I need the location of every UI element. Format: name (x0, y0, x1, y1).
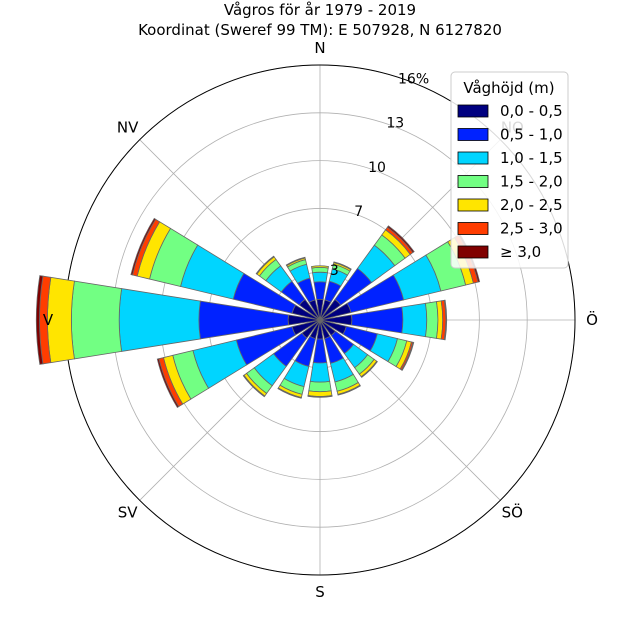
rose-bar-segment (156, 358, 180, 408)
rose-bar-segment (400, 341, 415, 371)
rose-bar-segment (255, 255, 275, 275)
legend-label: ≥ 3,0 (500, 243, 541, 261)
direction-label: S (315, 583, 325, 601)
rose-bar-segment (311, 267, 329, 274)
legend: Våghöjd (m) 0,0 - 0,5 0,5 - 1,0 1,0 - 1,5 1… (450, 71, 569, 269)
radial-tick-label: 3 (330, 263, 339, 279)
radial-tick-label: 7 (354, 204, 363, 220)
rose-bar-segment (130, 217, 157, 276)
legend-swatch (457, 104, 489, 118)
direction-label: N (314, 39, 325, 57)
radial-tick-labels: 3 7 10 13 16% (330, 71, 429, 278)
legend-label: 1,0 - 1,5 (500, 149, 563, 167)
rose-bar-segment (35, 275, 44, 365)
rose-bar-segment (425, 301, 439, 339)
radial-tick-label: 16% (398, 71, 429, 87)
rose-bar-segment (401, 302, 428, 338)
legend-swatch (457, 175, 489, 188)
radial-tick-label: 10 (368, 160, 386, 176)
legend-swatch (457, 198, 489, 212)
rose-bar-segment (307, 395, 333, 398)
rose-bar-segment (118, 288, 201, 352)
direction-label: NV (117, 119, 139, 137)
legend-label: 2,5 - 3,0 (500, 220, 563, 238)
rose-bar-segment (70, 280, 123, 360)
legend-swatch (457, 222, 489, 235)
rose-bar-segment (308, 380, 332, 393)
legend-swatch (457, 151, 489, 165)
legend-label: 0,0 - 0,5 (500, 102, 563, 120)
rose-bars (35, 217, 481, 408)
chart-title: Vågros för år 1979 - 2019 (224, 1, 416, 19)
legend-label: 0,5 - 1,0 (500, 126, 563, 144)
legend-title: Våghöjd (m) (463, 79, 554, 97)
legend-frame (450, 71, 569, 269)
rose-bar-segment (337, 384, 361, 396)
legend-label: 2,0 - 2,5 (500, 196, 563, 214)
direction-label: Ö (586, 310, 598, 329)
direction-label: SÖ (502, 502, 523, 521)
legend-items: 0,0 - 0,5 0,5 - 1,0 1,0 - 1,5 1,5 - 2,0 2,0 … (457, 102, 563, 261)
legend-label: 1,5 - 2,0 (500, 173, 563, 191)
direction-label: SV (118, 503, 139, 521)
rose-bar-segment (386, 225, 415, 254)
legend-swatch (457, 245, 489, 259)
rose-bar-segment (312, 271, 328, 283)
legend-swatch (457, 128, 489, 141)
direction-label: V (43, 311, 54, 329)
rose-bar-segment (313, 281, 327, 300)
radial-tick-label: 13 (386, 116, 404, 132)
rose-bar-segment (360, 360, 378, 378)
rose-bar-segment (333, 261, 352, 271)
rose-bar-segment (285, 256, 306, 267)
chart-subtitle: Koordinat (Sweref 99 TM): E 507928, N 61… (138, 21, 502, 39)
rose-bar-segment (277, 387, 302, 399)
rose-bar-segment (443, 299, 448, 341)
rose-bar-segment (312, 338, 328, 364)
rose-bar-segment (311, 265, 329, 269)
rose-bar-segment (242, 374, 266, 398)
rose-bar-segment (309, 362, 331, 383)
